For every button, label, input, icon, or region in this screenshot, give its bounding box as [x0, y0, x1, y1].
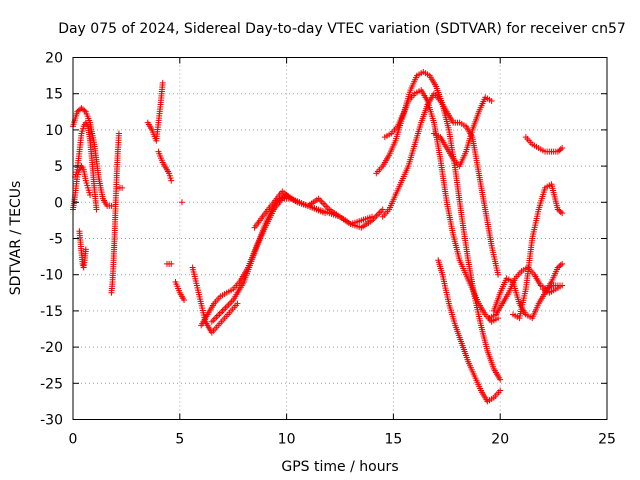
data-point	[559, 145, 566, 151]
tick-labels: 0 5 10 15 20 25 -30 -25 -20 -15 -10 -5 0 5 10 15 20	[40, 51, 616, 448]
y-tick-label: 20	[45, 51, 63, 67]
data-point	[210, 317, 217, 324]
data-point	[159, 79, 166, 86]
y-tick-label: -30	[40, 413, 63, 429]
data-point	[219, 307, 226, 314]
data-point	[82, 246, 89, 253]
data-point	[320, 200, 327, 207]
y-tick-label: 10	[45, 123, 63, 139]
data-point	[559, 260, 566, 267]
grid-layer	[73, 57, 607, 420]
data-point	[168, 260, 175, 267]
data-point	[557, 208, 564, 215]
x-tick-label: 20	[491, 432, 509, 448]
data-point	[324, 204, 331, 211]
series-track-x	[522, 134, 566, 155]
series-track-m	[198, 195, 386, 329]
x-tick-label: 10	[278, 432, 296, 448]
data-point	[115, 130, 122, 137]
data-point	[93, 206, 100, 213]
data-point	[488, 97, 495, 104]
data-point	[322, 210, 329, 217]
series-track-p	[373, 87, 502, 325]
data-point	[497, 376, 504, 383]
data-point	[497, 387, 504, 394]
data-point	[495, 271, 502, 278]
y-axis-label: SDTVAR / TECUs	[8, 181, 24, 296]
series-track-k	[178, 199, 185, 206]
series-track-a	[70, 105, 115, 209]
data-point	[227, 300, 234, 307]
data-point	[216, 311, 223, 318]
data-marks	[70, 68, 566, 405]
data-point	[211, 315, 218, 322]
chart-title: Day 075 of 2024, Sidereal Day-to-day VTE…	[58, 21, 626, 37]
series-track-w	[510, 181, 566, 322]
series-track-r	[381, 68, 504, 383]
x-tick-label: 25	[598, 432, 616, 448]
data-point	[372, 214, 379, 221]
series-track-i	[163, 260, 175, 267]
data-point	[178, 199, 185, 206]
data-point	[317, 197, 324, 204]
x-axis-label: GPS time / hours	[281, 459, 398, 475]
data-point	[234, 300, 241, 307]
y-tick-label: -10	[40, 268, 63, 284]
data-point	[495, 315, 502, 322]
data-point	[108, 202, 115, 209]
series-track-v	[490, 260, 566, 322]
y-tick-label: -20	[40, 340, 63, 356]
series-track-q	[379, 90, 502, 278]
data-point	[321, 201, 328, 208]
series-track-f	[116, 184, 126, 191]
data-point	[217, 309, 224, 316]
data-point	[557, 262, 564, 269]
data-point	[559, 210, 566, 217]
series-track-c	[72, 119, 100, 213]
data-point	[323, 203, 330, 210]
data-point	[379, 206, 386, 213]
series-track-t	[435, 257, 504, 405]
series-track-g	[144, 79, 166, 144]
series-track-o	[251, 188, 329, 231]
data-point	[225, 301, 232, 308]
x-tick-label: 15	[384, 432, 402, 448]
data-point	[119, 184, 126, 191]
data-point	[87, 192, 94, 199]
y-tick-label: 15	[45, 87, 63, 103]
data-point	[222, 304, 229, 311]
series-track-s	[430, 94, 495, 170]
data-point	[213, 314, 220, 321]
data-point	[369, 213, 376, 220]
series-track-y	[539, 282, 566, 296]
x-tick-label: 5	[175, 432, 184, 448]
series-track-h	[155, 148, 175, 184]
data-point	[559, 282, 566, 289]
data-point	[181, 297, 188, 304]
y-tick-label: -15	[40, 304, 63, 320]
data-point	[221, 306, 228, 313]
y-tick-label: -5	[49, 232, 63, 248]
y-tick-label: 5	[54, 159, 63, 175]
data-point	[557, 146, 564, 153]
data-point	[224, 303, 231, 310]
y-tick-label: 0	[54, 195, 63, 211]
series-track-j	[172, 278, 188, 304]
axis-ticks	[72, 57, 608, 420]
y-tick-label: -25	[40, 376, 63, 392]
data-point	[214, 312, 221, 319]
data-point	[168, 177, 175, 184]
data-point	[208, 318, 215, 325]
series-track-e	[108, 130, 122, 296]
data-point	[81, 107, 88, 114]
x-tick-label: 0	[69, 432, 78, 448]
data-point	[373, 212, 380, 219]
series-track-d	[76, 228, 89, 271]
